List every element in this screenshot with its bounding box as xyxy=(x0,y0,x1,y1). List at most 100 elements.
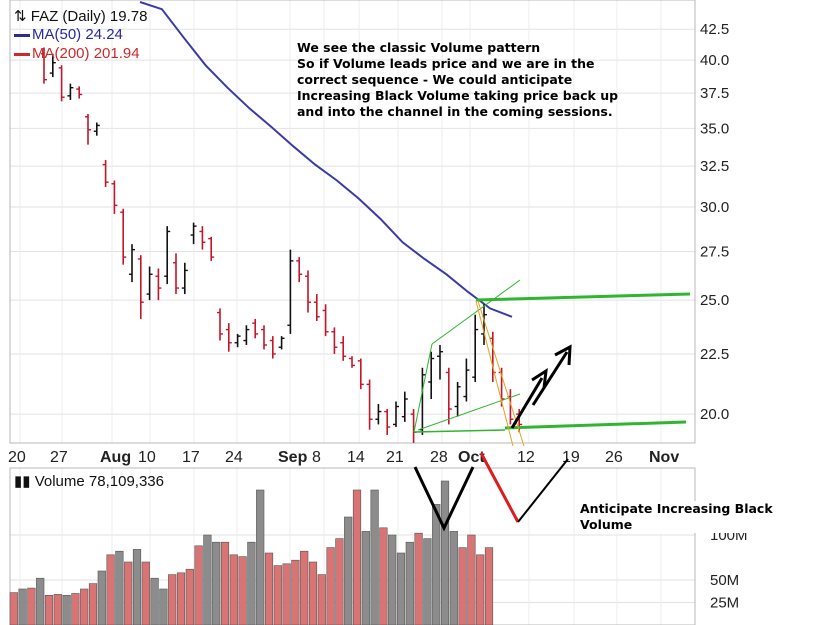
volume-bar xyxy=(449,531,458,625)
volume-bar xyxy=(185,568,194,625)
volume-bar xyxy=(352,489,362,625)
volume-bar xyxy=(150,577,159,625)
price-tick-label: 42.5 xyxy=(700,21,729,38)
annotation-drawings xyxy=(413,279,691,532)
date-tick-label: 12 xyxy=(517,449,535,466)
volume-bar xyxy=(115,550,124,625)
volume-bar xyxy=(44,594,54,625)
volume-bar xyxy=(256,489,265,625)
volume-bar xyxy=(344,516,353,625)
price-tick-label: 32.5 xyxy=(700,158,729,175)
volume-bar xyxy=(423,538,432,625)
date-tick-label: 24 xyxy=(225,449,243,466)
volume-bar xyxy=(88,583,98,625)
price-tick-label: 40.0 xyxy=(700,52,729,69)
volume-icon: ▮▮ xyxy=(14,473,31,490)
volume-legend: ▮▮ Volume 78,109,336 xyxy=(14,472,164,490)
date-tick-label: 28 xyxy=(430,449,448,466)
volume-bar xyxy=(159,588,168,625)
bar-icon: ⇅ xyxy=(14,8,27,25)
thin-channel-base xyxy=(413,429,506,433)
volume-bar xyxy=(141,561,150,625)
volume-bar xyxy=(18,588,27,625)
date-tick-label: 20 xyxy=(8,449,26,466)
volume-bar xyxy=(467,534,476,625)
price-axis-ticks: 42.5 40.0 37.5 35.0 32.5 30.0 27.5 25.0 22.5 20.0 xyxy=(700,21,729,423)
price-tick-label: 25.0 xyxy=(700,292,729,309)
ticker-title: FAZ (Daily) xyxy=(30,8,106,25)
ma200-label: MA(200) xyxy=(32,45,90,62)
date-tick-label: 26 xyxy=(605,449,623,466)
volume-bar xyxy=(132,549,142,625)
volume-bar xyxy=(308,561,318,625)
red-down-line xyxy=(479,452,520,523)
price-tick-label: 35.0 xyxy=(700,120,729,137)
volume-bar xyxy=(36,577,45,625)
volume-bar xyxy=(53,594,62,625)
volume-bar xyxy=(71,593,80,625)
black-up-line xyxy=(517,458,569,523)
annotation-side-note: Anticipate Increasing Black Volume xyxy=(580,501,800,533)
thin-channel-upper xyxy=(431,279,521,345)
volume-bar xyxy=(194,545,203,625)
volume-bar xyxy=(458,547,467,625)
date-tick-label: 14 xyxy=(347,449,365,466)
volume-bar xyxy=(9,592,18,625)
volume-bar xyxy=(27,587,36,625)
black-arrow-2 xyxy=(531,351,569,406)
channel-lower-line xyxy=(504,420,687,430)
black-arrow-1 xyxy=(510,377,544,429)
volume-bar xyxy=(370,489,379,625)
date-tick-label: 10 xyxy=(138,449,156,466)
volume-tick-label: 50M xyxy=(710,572,739,589)
date-tick-label: Oct xyxy=(458,449,485,466)
volume-bar xyxy=(388,534,397,625)
date-tick-label: 17 xyxy=(182,449,200,466)
volume-bar xyxy=(168,574,177,625)
thin-channel-lower xyxy=(417,393,521,431)
date-tick-label: Sep xyxy=(278,449,308,466)
date-tick-label: Nov xyxy=(649,449,679,466)
volume-bar xyxy=(212,541,221,625)
volume-tick-label: 25M xyxy=(710,595,739,612)
price-bars xyxy=(41,47,523,443)
date-axis-ticks: 20 27 Aug 10 17 24 Sep 8 14 21 28 Oct 12 19 26 Nov xyxy=(8,449,679,466)
volume-bar xyxy=(273,565,282,625)
volume-bar xyxy=(97,570,106,625)
black-arrow-1-head xyxy=(531,368,548,389)
volume-bar xyxy=(476,554,485,625)
volume-value: 78,109,336 xyxy=(88,473,164,490)
price-tick-label: 20.0 xyxy=(700,406,729,423)
volume-bar xyxy=(440,480,450,625)
volume-bar xyxy=(62,594,71,625)
price-tick-label: 30.0 xyxy=(700,199,729,216)
volume-bar xyxy=(203,534,212,625)
volume-bar xyxy=(361,531,370,625)
volume-bar xyxy=(335,538,344,625)
volume-bar xyxy=(106,554,115,625)
ma200-value: 201.94 xyxy=(93,45,140,62)
ma50-polyline xyxy=(139,1,513,318)
volume-bar xyxy=(405,541,414,625)
volume-bar xyxy=(282,563,291,625)
volume-bar xyxy=(124,561,133,625)
ma50-line xyxy=(139,1,513,318)
volume-bar xyxy=(247,541,256,625)
channel-upper-line xyxy=(475,292,691,302)
date-tick-label: 27 xyxy=(50,449,68,466)
volume-bar xyxy=(238,556,247,625)
legend-ma50: MA(50) 24.24 xyxy=(14,26,123,43)
ma200-swatch xyxy=(14,52,30,56)
price-tick-label: 27.5 xyxy=(700,243,729,260)
volume-bars xyxy=(9,480,494,625)
orange-line-1 xyxy=(475,300,514,447)
orange-line-2 xyxy=(477,300,525,447)
last-price: 19.78 xyxy=(109,8,148,25)
volume-bar xyxy=(432,504,441,625)
date-tick-label: 21 xyxy=(386,449,404,466)
volume-bar xyxy=(396,552,406,625)
chart-title: ⇅ FAZ (Daily) 19.78 xyxy=(14,7,147,25)
volume-v-pattern xyxy=(413,466,475,532)
